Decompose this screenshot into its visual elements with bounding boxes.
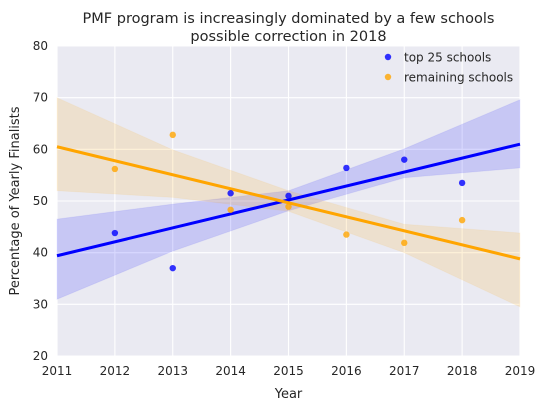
legend-marker-1: [384, 73, 392, 81]
data-point-0: [169, 264, 176, 272]
y-tick-label: 50: [33, 194, 48, 208]
data-point-1: [285, 203, 292, 210]
data-point-1: [458, 216, 466, 224]
data-point-1: [111, 165, 119, 173]
data-point-1: [401, 239, 408, 247]
chart-title: PMF program is increasingly dominated by…: [83, 11, 495, 27]
data-point-1: [343, 231, 350, 238]
y-tick-label: 80: [33, 39, 48, 53]
data-point-0: [285, 192, 292, 200]
x-tick-label: 2014: [215, 364, 246, 378]
data-point-0: [458, 179, 466, 187]
data-point-0: [401, 156, 408, 163]
data-point-0: [111, 229, 119, 237]
regression-line-0: [56, 142, 521, 258]
y-axis-label: Percentage of Yearly Finalists: [8, 106, 23, 295]
y-tick-label: 30: [33, 297, 48, 311]
y-tick-label: 60: [33, 142, 48, 156]
x-tick-label: 2011: [42, 364, 73, 378]
x-tick-label: 2017: [389, 364, 420, 378]
data-point-1: [169, 131, 176, 139]
legend-label-0: top 25 schools: [404, 51, 491, 65]
chart-subtitle: possible correction in 2018: [190, 29, 386, 45]
x-tick-label: 2013: [157, 364, 188, 378]
regression-line-1: [56, 145, 521, 261]
y-tick-label: 40: [33, 246, 48, 260]
y-tick-label: 20: [33, 349, 48, 363]
x-tick-label: 2015: [273, 364, 304, 378]
x-tick-label: 2012: [100, 364, 131, 378]
data-point-1: [227, 206, 234, 213]
y-tick-label: 70: [33, 91, 48, 105]
x-axis-label: Year: [274, 387, 303, 402]
data-point-0: [227, 190, 234, 197]
x-tick-label: 2016: [331, 364, 362, 378]
legend-label-1: remaining schools: [404, 71, 513, 85]
data-point-0: [343, 164, 350, 172]
x-tick-label: 2018: [447, 364, 478, 378]
x-tick-label: 2019: [505, 364, 536, 378]
legend-marker-0: [384, 53, 392, 61]
